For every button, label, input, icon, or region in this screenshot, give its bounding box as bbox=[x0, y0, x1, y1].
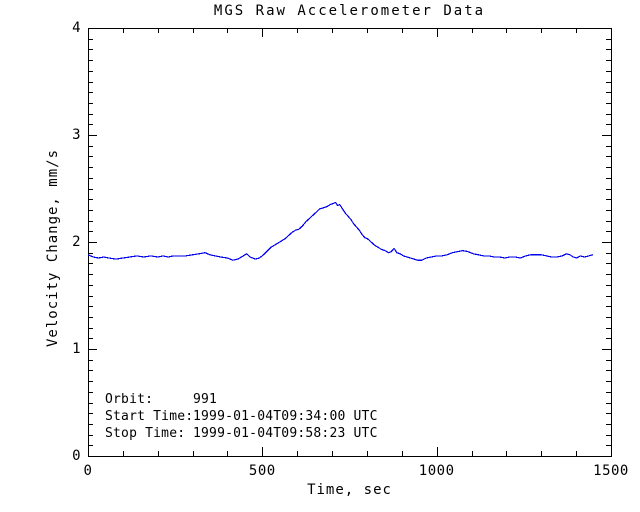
x-tick-label: 0 bbox=[83, 463, 93, 479]
annotation-row: Start Time: 1999-01-04T09:34:00 UTC bbox=[105, 408, 378, 425]
annotation-value: 1999-01-04T09:58:23 UTC bbox=[193, 426, 378, 441]
annotations: Orbit: 991 Start Time: 1999-01-04T09:34:00 … bbox=[105, 391, 378, 442]
y-tick-label: 0 bbox=[72, 448, 81, 464]
x-tick-label: 500 bbox=[248, 463, 276, 479]
x-tick-label: 1000 bbox=[418, 463, 455, 479]
data-line bbox=[87, 201, 594, 261]
annotation-label: Orbit: bbox=[105, 392, 154, 407]
y-tick-label: 1 bbox=[72, 341, 81, 357]
annotation-value: 991 bbox=[193, 392, 218, 407]
annotation-row: Stop Time: 1999-01-04T09:58:23 UTC bbox=[105, 425, 378, 442]
annotation-value: 1999-01-04T09:34:00 UTC bbox=[193, 409, 378, 424]
y-tick-label: 4 bbox=[72, 20, 81, 36]
chart-title: MGS Raw Accelerometer Data bbox=[213, 3, 486, 19]
y-tick-label: 3 bbox=[72, 127, 81, 143]
x-tick-label: 1500 bbox=[593, 463, 629, 479]
annotation-label: Stop Time: bbox=[105, 426, 186, 441]
annotation-row: Orbit: 991 bbox=[105, 391, 378, 408]
y-tick-label: 2 bbox=[72, 234, 81, 250]
annotation-label: Start Time: bbox=[105, 409, 194, 424]
x-axis-label: Time, sec bbox=[307, 482, 392, 498]
